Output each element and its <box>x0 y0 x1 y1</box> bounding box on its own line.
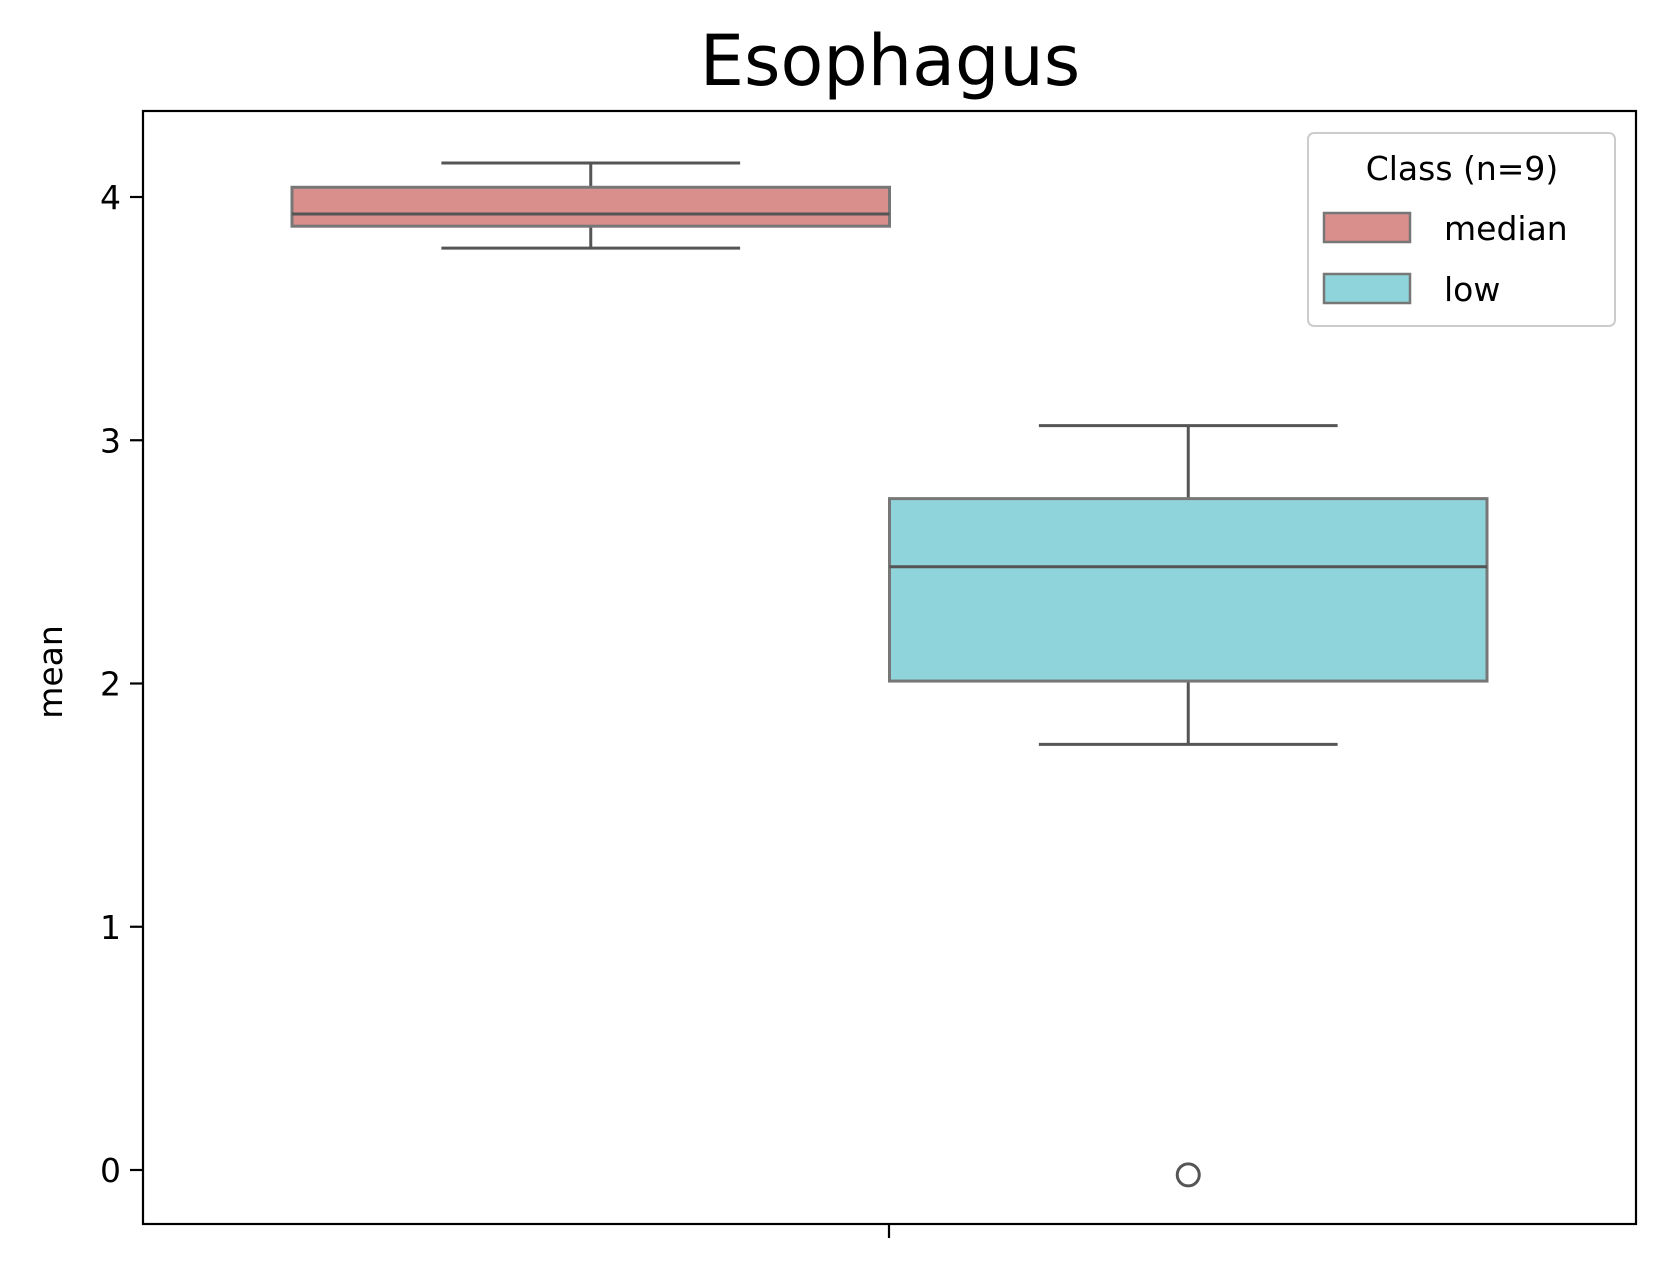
y-tick-label: 0 <box>100 1151 121 1190</box>
legend: Class (n=9) median low <box>1307 132 1616 327</box>
legend-title: Class (n=9) <box>1366 149 1559 188</box>
legend-swatch-median <box>1322 211 1412 244</box>
box-group-median <box>290 161 891 250</box>
legend-swatch-low <box>1322 272 1412 305</box>
box-median <box>290 185 891 228</box>
y-tick-label: 3 <box>100 421 121 460</box>
outlier-point <box>1175 1162 1201 1188</box>
box-low <box>888 497 1489 683</box>
y-tick-label: 2 <box>100 665 121 704</box>
legend-label-median: median <box>1444 209 1568 248</box>
legend-label-low: low <box>1444 270 1500 309</box>
chart-title: Esophagus <box>700 20 1081 102</box>
box-group-low <box>888 424 1489 1188</box>
y-tick-label: 4 <box>100 178 121 217</box>
y-axis-label: mean <box>31 625 70 719</box>
y-tick-label: 1 <box>100 908 121 947</box>
